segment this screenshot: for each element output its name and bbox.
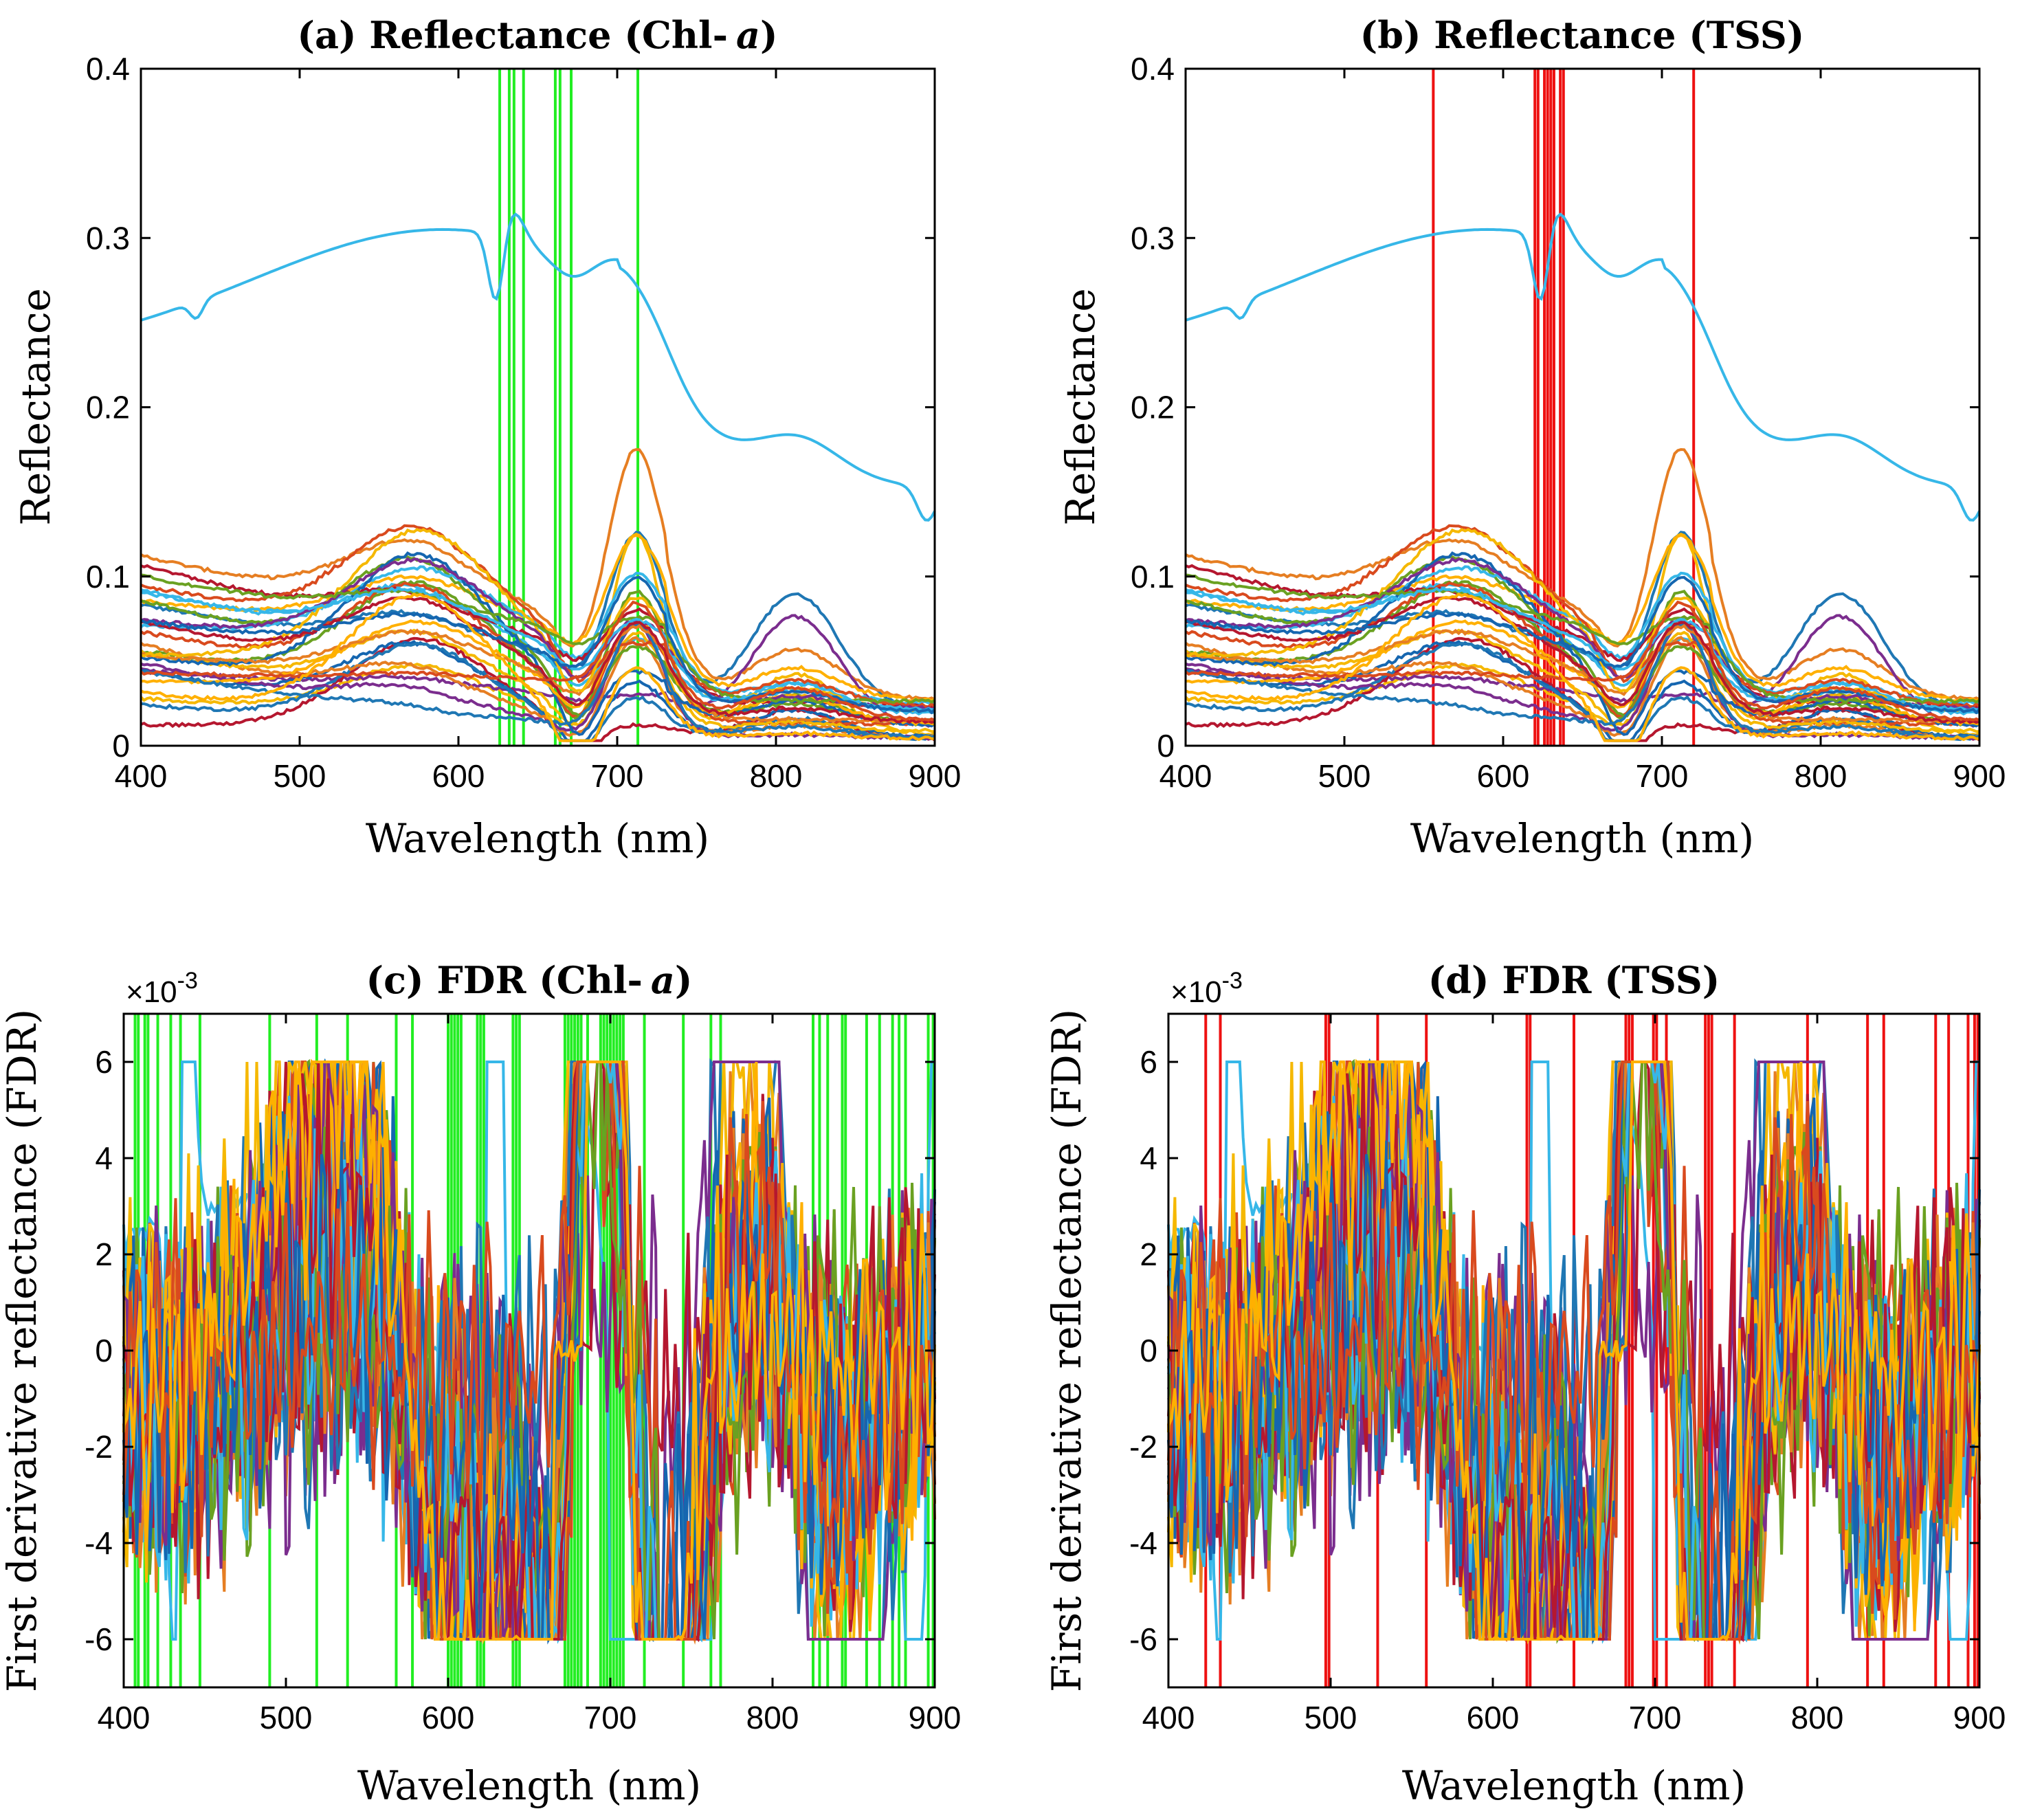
y-tick-label: 0.1	[1131, 559, 1175, 595]
series-line	[140, 573, 936, 704]
panel-d-ylabel: First derivative reflectance (FDR)	[1043, 1009, 1090, 1692]
y-tick-label: 0.1	[86, 559, 130, 595]
series-line	[1184, 600, 1980, 722]
panel-d-xlabel: Wavelength (nm)	[1402, 1762, 1746, 1809]
series-line	[1185, 592, 1980, 742]
x-tick-label: 500	[274, 758, 326, 794]
series-line	[1185, 557, 1981, 712]
y-tick-label: -2	[1129, 1429, 1157, 1465]
series-line	[1167, 1061, 1981, 1642]
x-tick-label: 600	[422, 1700, 475, 1735]
x-tick-label: 500	[1318, 758, 1371, 794]
panel-a-xlabel: Wavelength (nm)	[366, 815, 709, 862]
y-tick-label: 6	[1140, 1044, 1157, 1080]
x-tick-label: 900	[909, 758, 962, 794]
series-line	[1185, 619, 1980, 726]
x-tick-label: 700	[1629, 1700, 1682, 1735]
x-tick-label: 800	[746, 1700, 799, 1735]
panel-a: (a) Reflectance (Chl-a) Wavelength (nm) …	[12, 13, 961, 862]
series-line	[1185, 212, 1981, 522]
series-line	[1185, 573, 1981, 704]
series-line	[122, 1061, 936, 1642]
panel-a-axes	[140, 67, 936, 747]
panel-a-title: (a) Reflectance (Chl-a)	[297, 13, 777, 57]
series-line	[140, 600, 935, 722]
panel-c-xlabel: Wavelength (nm)	[357, 1762, 701, 1809]
y-tick-label: 0.4	[86, 51, 130, 87]
series-line	[1185, 596, 1980, 724]
y-tick-label: 6	[95, 1044, 113, 1080]
series-line	[140, 592, 935, 742]
y-tick-label: 0.2	[86, 390, 130, 425]
panel-d-multiplier: ×10-3	[1170, 968, 1243, 1009]
series-line	[1184, 628, 1979, 733]
y-tick-label: 4	[1140, 1140, 1157, 1176]
y-tick-label: 2	[1140, 1236, 1157, 1272]
series-line	[1167, 1061, 1981, 1641]
series-line	[140, 575, 936, 715]
y-tick-label: 0.3	[86, 220, 130, 256]
y-tick-label: -4	[85, 1525, 113, 1561]
x-tick-label: 800	[1791, 1700, 1844, 1735]
y-tick-label: 0	[95, 1333, 113, 1368]
series-line	[140, 212, 936, 522]
y-tick-label: 0	[1140, 1333, 1157, 1368]
series-line	[140, 447, 935, 701]
x-tick-label: 900	[1953, 1700, 2006, 1735]
y-tick-label: 0.4	[1131, 51, 1175, 87]
x-tick-label: 400	[1159, 758, 1212, 794]
x-tick-label: 800	[1795, 758, 1847, 794]
y-tick-label: 0.2	[1131, 390, 1175, 425]
panel-d-title: (d) FDR (TSS)	[1428, 958, 1720, 1002]
series-line	[140, 557, 936, 712]
panel-b-ylabel: Reflectance	[1057, 288, 1104, 526]
x-tick-label: 400	[98, 1700, 151, 1735]
panel-c: (c) FDR (Chl-a) ×10-3 Wavelength (nm) Fi…	[0, 958, 961, 1809]
y-tick-label: -2	[85, 1429, 113, 1465]
x-tick-label: 700	[584, 1700, 637, 1735]
series-line	[122, 1061, 936, 1641]
panel-c-ylabel: First derivative reflectance (FDR)	[0, 1009, 45, 1692]
y-tick-label: 2	[95, 1236, 113, 1272]
series-line	[140, 596, 935, 724]
y-tick-label: 4	[95, 1140, 113, 1176]
x-tick-label: 800	[750, 758, 803, 794]
y-tick-label: -6	[85, 1621, 113, 1657]
panel-c-title: (c) FDR (Chl-a)	[366, 958, 693, 1002]
x-tick-label: 700	[591, 758, 644, 794]
x-tick-label: 900	[1953, 758, 2006, 794]
series-line	[1185, 575, 1981, 715]
x-tick-label: 400	[115, 758, 168, 794]
series-line	[140, 628, 935, 733]
x-tick-label: 600	[1477, 758, 1530, 794]
panel-b-axes	[1184, 67, 1981, 747]
x-tick-label: 500	[260, 1700, 313, 1735]
x-tick-label: 900	[909, 1700, 962, 1735]
y-tick-label: -6	[1129, 1621, 1157, 1657]
panel-b: (b) Reflectance (TSS) Wavelength (nm) Re…	[1057, 13, 2006, 862]
y-tick-label: 0.3	[1131, 220, 1175, 256]
x-tick-label: 600	[432, 758, 485, 794]
y-tick-label: -4	[1129, 1525, 1157, 1561]
panel-c-multiplier: ×10-3	[126, 968, 198, 1009]
panel-b-title: (b) Reflectance (TSS)	[1360, 13, 1805, 57]
x-tick-label: 700	[1636, 758, 1689, 794]
x-tick-label: 400	[1142, 1700, 1195, 1735]
series-line	[140, 619, 935, 726]
y-tick-label: 0	[112, 728, 130, 764]
panel-a-ylabel: Reflectance	[12, 288, 59, 526]
panel-b-xlabel: Wavelength (nm)	[1410, 815, 1754, 862]
panel-d: (d) FDR (TSS) ×10-3 Wavelength (nm) Firs…	[1043, 958, 2006, 1809]
series-line	[140, 623, 936, 723]
series-line	[1184, 447, 1980, 701]
x-tick-label: 500	[1305, 1700, 1357, 1735]
y-tick-label: 0	[1157, 728, 1175, 764]
series-line	[1185, 623, 1981, 723]
x-tick-label: 600	[1467, 1700, 1520, 1735]
